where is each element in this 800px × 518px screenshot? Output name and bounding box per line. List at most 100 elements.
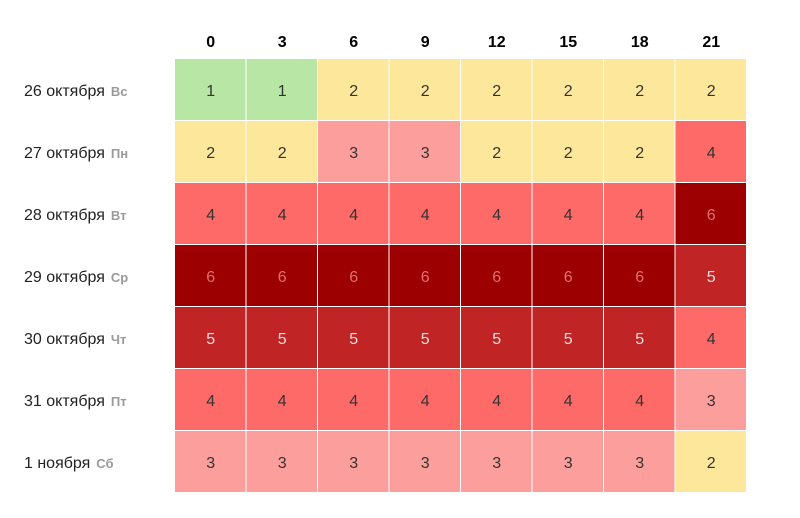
heatmap-cell-4-3 (389, 307, 460, 368)
row-day-6: Сб (96, 456, 113, 471)
cell-value-6-3: 3 (421, 455, 430, 472)
cell-value-2-5: 4 (564, 207, 573, 224)
heatmap-cell-1-4 (461, 121, 532, 182)
row-date-1: 27 октября (24, 145, 105, 162)
row-day-1: Пн (111, 146, 128, 161)
heatmap-cell-1-1 (246, 121, 317, 182)
heatmap-cell-2-2 (318, 183, 389, 244)
cell-value-5-7: 3 (707, 393, 716, 410)
cell-value-5-1: 4 (278, 393, 287, 410)
cell-value-3-3: 6 (421, 269, 430, 286)
heatmap-cell-5-6 (604, 369, 675, 430)
row-day-0: Вс (111, 84, 128, 99)
cell-value-6-4: 3 (492, 455, 501, 472)
heatmap-cell-0-4 (461, 59, 532, 120)
cell-value-3-2: 6 (349, 269, 358, 286)
cell-value-2-1: 4 (278, 207, 287, 224)
heatmap-cell-3-2 (318, 245, 389, 306)
row-day-2: Вт (111, 208, 127, 223)
cell-value-1-2: 3 (349, 145, 358, 162)
cell-value-2-2: 4 (349, 207, 358, 224)
heatmap-cell-5-2 (318, 369, 389, 430)
cell-value-4-5: 5 (564, 331, 573, 348)
cell-value-4-6: 5 (635, 331, 644, 348)
cell-value-3-7: 5 (707, 269, 716, 286)
heatmap-cell-6-5 (532, 431, 603, 492)
heatmap-cell-1-2 (318, 121, 389, 182)
cell-value-2-6: 4 (635, 207, 644, 224)
heatmap-cell-2-6 (604, 183, 675, 244)
cell-value-4-7: 4 (707, 331, 716, 348)
heatmap-cell-6-2 (318, 431, 389, 492)
column-header-3: 9 (421, 34, 430, 51)
cell-value-2-7: 6 (707, 207, 716, 224)
heatmap-cell-2-7 (675, 183, 746, 244)
heatmap-cell-3-5 (532, 245, 603, 306)
heatmap-cell-0-3 (389, 59, 460, 120)
heatmap-cell-2-1 (246, 183, 317, 244)
row-day-4: Чт (111, 332, 127, 347)
row-date-6: 1 ноября (24, 455, 90, 472)
heatmap-cell-5-7 (675, 369, 746, 430)
heatmap-cell-1-3 (389, 121, 460, 182)
cell-value-4-3: 5 (421, 331, 430, 348)
cell-value-1-0: 2 (206, 145, 215, 162)
cell-value-3-0: 6 (206, 269, 215, 286)
heatmap-cell-0-5 (532, 59, 603, 120)
row-date-5: 31 октября (24, 393, 105, 410)
cell-value-3-6: 6 (635, 269, 644, 286)
heatmap-cell-3-4 (461, 245, 532, 306)
cell-value-5-0: 4 (206, 393, 215, 410)
heatmap-cell-0-6 (604, 59, 675, 120)
column-header-4: 12 (488, 34, 506, 51)
heatmap-cell-4-6 (604, 307, 675, 368)
column-header-1: 3 (278, 34, 287, 51)
cell-value-3-5: 6 (564, 269, 573, 286)
cell-value-0-2: 2 (349, 83, 358, 100)
cell-value-4-0: 5 (206, 331, 215, 348)
heatmap-cell-2-3 (389, 183, 460, 244)
row-label-4: 30 октября Чт (24, 331, 126, 348)
cell-value-6-7: 2 (707, 455, 716, 472)
cell-value-2-0: 4 (206, 207, 215, 224)
heatmap-cell-5-5 (532, 369, 603, 430)
column-header-0: 0 (206, 34, 215, 51)
heatmap-cell-3-7 (675, 245, 746, 306)
cell-value-4-1: 5 (278, 331, 287, 348)
cell-value-2-4: 4 (492, 207, 501, 224)
heatmap-cell-4-4 (461, 307, 532, 368)
cell-value-6-2: 3 (349, 455, 358, 472)
cell-value-1-3: 3 (421, 145, 430, 162)
heatmap-cell-3-0 (175, 245, 246, 306)
cell-value-3-1: 6 (278, 269, 287, 286)
row-label-0: 26 октября Вс (24, 83, 127, 100)
cell-value-0-3: 2 (421, 83, 430, 100)
heatmap-cell-2-0 (175, 183, 246, 244)
heatmap-cell-5-3 (389, 369, 460, 430)
cell-value-4-2: 5 (349, 331, 358, 348)
heatmap-cell-6-1 (246, 431, 317, 492)
heatmap-cell-4-5 (532, 307, 603, 368)
heatmap-cell-5-4 (461, 369, 532, 430)
cell-value-5-3: 4 (421, 393, 430, 410)
heatmap-cell-4-2 (318, 307, 389, 368)
heatmap-cell-0-2 (318, 59, 389, 120)
cell-value-2-3: 4 (421, 207, 430, 224)
cell-value-0-0: 1 (206, 83, 215, 100)
heatmap-cell-4-1 (246, 307, 317, 368)
heatmap-cell-3-6 (604, 245, 675, 306)
row-label-5: 31 октября Пт (24, 393, 127, 410)
cell-value-1-4: 2 (492, 145, 501, 162)
heatmap-cell-3-1 (246, 245, 317, 306)
cell-value-5-5: 4 (564, 393, 573, 410)
row-label-3: 29 октября Ср (24, 269, 128, 286)
row-day-3: Ср (111, 270, 128, 285)
heatmap-cell-0-7 (675, 59, 746, 120)
row-label-6: 1 ноября Сб (24, 455, 114, 472)
column-header-5: 15 (559, 34, 577, 51)
cell-value-4-4: 5 (492, 331, 501, 348)
heatmap-cell-6-6 (604, 431, 675, 492)
heatmap-cell-1-5 (532, 121, 603, 182)
heatmap-cell-2-4 (461, 183, 532, 244)
